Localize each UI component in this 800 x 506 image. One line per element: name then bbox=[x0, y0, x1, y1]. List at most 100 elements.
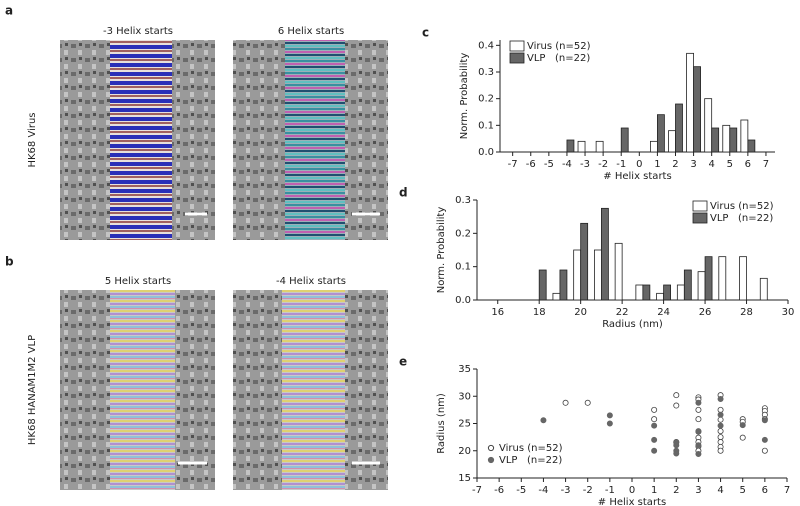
y-tick-label: 0.0 bbox=[478, 147, 494, 158]
legend-label: VLP (n=22) bbox=[499, 455, 562, 466]
point bbox=[717, 416, 724, 423]
x-tick-label: -3 bbox=[580, 159, 590, 170]
x-axis-label: Radius (nm) bbox=[602, 319, 663, 330]
point bbox=[695, 442, 702, 449]
legend-label: VLP (n=22) bbox=[710, 213, 773, 224]
bar bbox=[601, 207, 609, 301]
bar bbox=[577, 140, 586, 153]
x-axis-label: # Helix starts bbox=[603, 171, 671, 182]
x-tick-label: 0 bbox=[629, 485, 635, 496]
x-tick-label: 16 bbox=[491, 307, 504, 318]
bar bbox=[718, 256, 727, 301]
x-tick-label: -4 bbox=[562, 159, 572, 170]
x-tick-label: 5 bbox=[740, 485, 746, 496]
point bbox=[695, 451, 702, 458]
point bbox=[673, 402, 680, 409]
x-tick-label: 1 bbox=[651, 485, 657, 496]
panel-letter: c bbox=[422, 26, 429, 40]
bar bbox=[580, 222, 589, 301]
point bbox=[651, 406, 658, 413]
y-tick-label: 25 bbox=[458, 419, 471, 430]
point bbox=[606, 412, 613, 419]
y-tick-label: 30 bbox=[458, 391, 471, 402]
y-tick-label: 0.3 bbox=[455, 195, 471, 206]
legend-swatch bbox=[509, 40, 525, 52]
bar bbox=[594, 249, 602, 301]
x-tick-label: 28 bbox=[740, 307, 753, 318]
x-tick-label: -2 bbox=[583, 485, 593, 496]
point bbox=[584, 399, 591, 406]
x-axis-label: # Helix starts bbox=[598, 497, 666, 506]
point bbox=[695, 406, 702, 413]
x-tick-label: 7 bbox=[784, 485, 790, 496]
point bbox=[717, 428, 724, 435]
x-tick-label: -7 bbox=[508, 159, 518, 170]
bar bbox=[693, 66, 701, 153]
y-tick-label: 0.1 bbox=[455, 262, 471, 273]
x-tick-label: 2 bbox=[673, 485, 679, 496]
point bbox=[651, 436, 658, 443]
point bbox=[717, 434, 724, 441]
legend-label: Virus (n=52) bbox=[710, 201, 774, 212]
point bbox=[651, 447, 658, 454]
bar bbox=[747, 139, 756, 153]
x-tick-label: 6 bbox=[745, 159, 751, 170]
x-tick-label: 6 bbox=[762, 485, 768, 496]
y-tick-label: 0.2 bbox=[478, 94, 494, 105]
legend-label: Virus (n=52) bbox=[499, 443, 563, 454]
y-axis-label: Norm. Probability bbox=[459, 53, 470, 140]
point bbox=[562, 399, 569, 406]
chart: c 0.0 0.1 0.2 0.3 0.4 -7 -6 -5 -4 -3 -2 -1 0 1 2 3 4 5 6 7 # … bbox=[422, 26, 775, 182]
x-tick-label: 0 bbox=[636, 159, 642, 170]
legend-swatch bbox=[487, 444, 495, 452]
bar bbox=[675, 103, 683, 153]
bar bbox=[704, 98, 713, 153]
y-tick-label: 0.1 bbox=[478, 120, 494, 131]
point bbox=[739, 422, 746, 429]
panel-a: a HK68 Virus -3 Helix starts 6 Helix sta… bbox=[5, 4, 388, 240]
x-tick-label: 26 bbox=[699, 307, 712, 318]
bar bbox=[657, 114, 665, 153]
panel-letter: a bbox=[5, 4, 13, 18]
point bbox=[717, 439, 724, 446]
bar bbox=[759, 277, 768, 301]
y-axis-label: Norm. Probability bbox=[436, 207, 447, 294]
image-title: 5 Helix starts bbox=[105, 276, 171, 287]
x-tick-label: 3 bbox=[690, 159, 696, 170]
point bbox=[673, 442, 680, 449]
chart: d 0.0 0.1 0.2 0.3 16 18 20 22 24 26 28 30 Radius (nm)… bbox=[399, 186, 794, 331]
helix-overlay bbox=[282, 290, 345, 490]
x-tick-label: 24 bbox=[657, 307, 670, 318]
y-tick-label: 0.2 bbox=[455, 228, 471, 239]
x-tick-label: 18 bbox=[533, 307, 546, 318]
point bbox=[717, 447, 724, 454]
y-tick-label: 15 bbox=[458, 473, 471, 484]
legend-swatch bbox=[692, 200, 708, 212]
x-tick-label: 5 bbox=[727, 159, 733, 170]
y-axis-label: Radius (nm) bbox=[436, 393, 447, 454]
y-tick-label: 35 bbox=[458, 364, 471, 375]
bar bbox=[595, 140, 604, 153]
bar bbox=[538, 269, 547, 301]
bar bbox=[552, 292, 561, 301]
bar bbox=[729, 127, 738, 153]
legend-swatch bbox=[487, 456, 495, 464]
legend-label: Virus (n=52) bbox=[527, 41, 591, 52]
row-label: HK68 HANAM1M2 VLP bbox=[27, 335, 38, 445]
point bbox=[761, 436, 768, 443]
image-title: -3 Helix starts bbox=[103, 26, 173, 37]
bar bbox=[676, 284, 685, 301]
x-tick-label: 22 bbox=[616, 307, 629, 318]
panel-letter: d bbox=[399, 186, 408, 200]
bar bbox=[573, 249, 582, 301]
y-tick-label: 0.3 bbox=[478, 67, 494, 78]
x-tick-label: 1 bbox=[654, 159, 660, 170]
point bbox=[695, 416, 702, 423]
bar bbox=[635, 284, 644, 301]
point bbox=[761, 417, 768, 424]
x-tick-label: -1 bbox=[605, 485, 615, 496]
bar bbox=[722, 124, 731, 153]
bar bbox=[739, 256, 747, 301]
